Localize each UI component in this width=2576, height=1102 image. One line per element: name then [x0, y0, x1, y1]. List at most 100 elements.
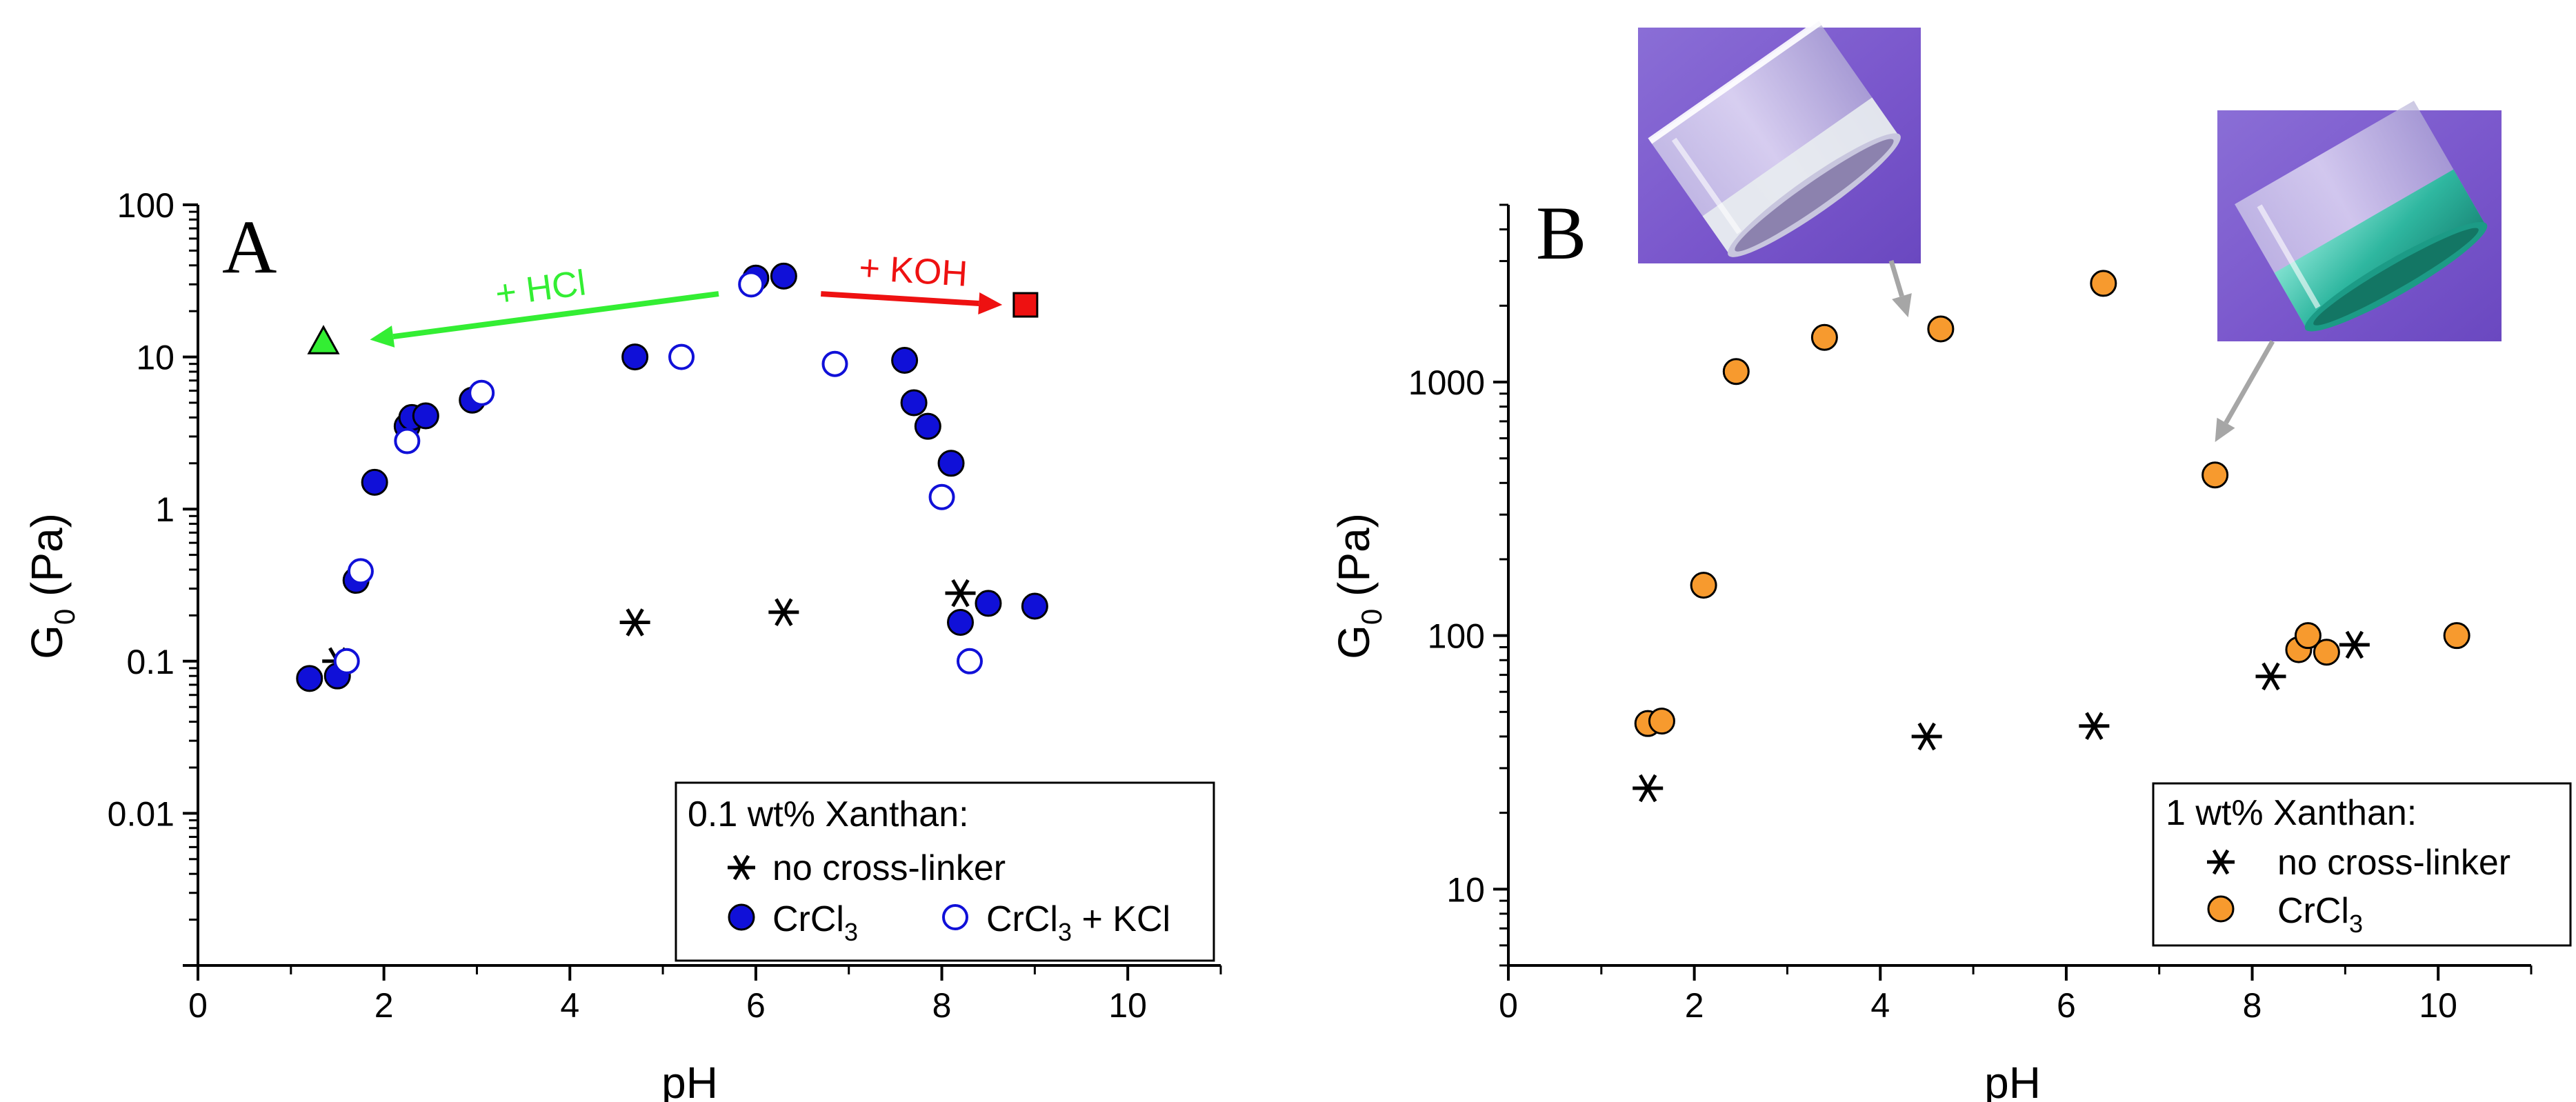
b-asterisk-point-0-0	[1633, 774, 1664, 803]
a-filled-circle-point-1-8	[621, 343, 649, 371]
a-open-circle-point-2-7	[928, 483, 955, 510]
legend-a-asterisk-icon	[728, 854, 755, 881]
annotation-label-0: + HCl	[493, 263, 588, 314]
panel-a-marks	[296, 262, 1048, 692]
inset-arrowhead-1	[2215, 417, 2235, 442]
y-tick-label-0.01: 0.01	[108, 794, 174, 833]
annotation-arrow-0	[392, 291, 719, 340]
a-filled-circle-point-1-13	[914, 412, 941, 440]
panel-b-y-label: G0 (Pa)	[1329, 513, 1388, 659]
x-tick-label-2: 2	[1685, 986, 1704, 1025]
panel-a-annotations: + HCl + KOH	[370, 248, 1003, 348]
a-filled-circle-point-1-10	[770, 262, 797, 290]
a-open-circle-point-2-5	[738, 271, 765, 298]
legend-a-entry-0: no cross-linker	[772, 848, 1006, 888]
panel-a-y-ticks	[183, 203, 198, 967]
x-tick-label-8: 8	[2243, 986, 2262, 1025]
legend-b-entry-1: CrCl3	[2277, 891, 2363, 938]
a-open-circle-point-2-2	[394, 428, 421, 454]
a-asterisk-point-0-1	[619, 608, 650, 637]
svg-text:G0 (Pa): G0 (Pa)	[1329, 513, 1388, 659]
panel-b-legend: 1 wt% Xanthan: no cross-linker CrCl3	[2152, 782, 2572, 947]
b-filled-circle-point-1-5	[1927, 315, 1955, 343]
legend-b-asterisk-icon	[2207, 849, 2235, 875]
b-filled-circle-point-1-3	[1722, 358, 1750, 385]
b-filled-circle-point-1-10	[2313, 639, 2340, 666]
panel-b-marks	[1633, 270, 2470, 803]
a-filled-circle-point-1-14	[937, 450, 965, 477]
y-tick-label-100: 100	[1428, 617, 1485, 656]
clear-vial-photo	[1638, 19, 1921, 263]
panel-b-y-label-main: G	[1329, 625, 1379, 659]
panel-b-label: B	[1536, 191, 1586, 275]
inset-arrow-0	[1888, 259, 1904, 297]
panel-b-y-label-sub: 0	[1355, 609, 1388, 625]
inset-arrowhead-0	[1892, 293, 1912, 318]
panel-a-x-tick-labels: 0 2 4 6 8 10	[188, 986, 1147, 1025]
a-open-circle-point-2-6	[821, 350, 848, 377]
legend-a-entry-1: CrCl3	[772, 899, 858, 946]
panel-b-x-label: pH	[1984, 1058, 2041, 1102]
y-tick-label-100: 100	[117, 186, 174, 225]
a-asterisk-point-0-2	[768, 598, 799, 626]
b-filled-circle-point-1-6	[2090, 270, 2117, 297]
b-filled-circle-point-1-2	[1690, 572, 1717, 599]
b-asterisk-point-0-1	[1911, 722, 1942, 751]
b-asterisk-point-0-4	[2339, 630, 2370, 659]
legend-a-title: 0.1 wt% Xanthan:	[688, 794, 969, 834]
panel-b-x-tick-labels: 0 2 4 6 8 10	[1499, 986, 2457, 1025]
a-filled-circle-point-1-15	[947, 608, 975, 636]
x-tick-label-0: 0	[188, 986, 208, 1025]
panel-b-y-ticks	[1493, 203, 1508, 967]
panel-a-x-ticks	[197, 965, 1222, 981]
a-open-circle-point-2-0	[333, 648, 360, 674]
x-tick-label-4: 4	[560, 986, 579, 1025]
annotation-arrowhead-1	[978, 292, 1003, 314]
panel-b: 0 2 4 6 8 10 10 100 1000 B pH G0 (Pa)	[1329, 19, 2572, 1102]
panel-b-y-tick-labels: 10 100 1000	[1408, 363, 1485, 909]
legend-a-filled-circle-icon	[728, 903, 755, 931]
a-filled-circle-point-1-11	[891, 347, 919, 374]
x-tick-label-6: 6	[746, 986, 766, 1025]
annotation-label-1: + KOH	[858, 248, 969, 294]
inset-arrow-1	[2224, 340, 2275, 424]
a-asterisk-point-0-3	[945, 579, 976, 608]
b-filled-circle-point-1-7	[2201, 461, 2229, 489]
x-tick-label-6: 6	[2057, 986, 2076, 1025]
panel-a-legend: 0.1 wt% Xanthan: no cross-linker CrCl3 C…	[675, 781, 1215, 962]
a-triangle-point-3-0	[307, 325, 340, 354]
a-open-circle-point-2-3	[468, 379, 495, 406]
panel-b-x-ticks	[1507, 965, 2533, 981]
y-tick-label-10: 10	[136, 339, 174, 377]
a-filled-circle-point-1-16	[975, 590, 1002, 617]
svg-text:G0 (Pa): G0 (Pa)	[22, 513, 81, 659]
y-tick-label-0.1: 0.1	[126, 643, 174, 681]
a-filled-circle-point-1-12	[900, 389, 928, 417]
b-filled-circle-point-1-1	[1648, 708, 1675, 735]
y-tick-label-1: 1	[155, 490, 174, 529]
panel-a-y-label: G0 (Pa)	[22, 513, 81, 659]
annotation-arrow-1	[821, 291, 979, 306]
b-asterisk-point-0-2	[2079, 712, 2110, 740]
a-filled-circle-point-1-17	[1021, 592, 1048, 620]
panel-a-y-tick-labels: 0.01 0.1 1 10 100	[108, 186, 174, 833]
x-tick-label-0: 0	[1499, 986, 1518, 1025]
y-tick-label-10: 10	[1446, 870, 1485, 909]
panel-a-y-label-main: G	[22, 625, 72, 659]
b-filled-circle-point-1-11	[2443, 622, 2470, 650]
a-open-circle-point-2-8	[956, 648, 983, 674]
annotation-arrowhead-0	[370, 325, 395, 348]
x-tick-label-4: 4	[1870, 986, 1890, 1025]
panel-a-y-label-unit: (Pa)	[22, 513, 72, 597]
x-tick-label-8: 8	[932, 986, 952, 1025]
panel-a-label: A	[222, 205, 277, 289]
panel-a-y-label-sub: 0	[48, 609, 81, 625]
legend-a-open-circle-icon	[942, 904, 968, 930]
x-tick-label-10: 10	[2419, 986, 2457, 1025]
panel-a-x-label: pH	[661, 1058, 718, 1102]
y-tick-label-1000: 1000	[1408, 363, 1485, 402]
x-tick-label-10: 10	[1108, 986, 1147, 1025]
legend-b-title: 1 wt% Xanthan:	[2166, 793, 2417, 833]
